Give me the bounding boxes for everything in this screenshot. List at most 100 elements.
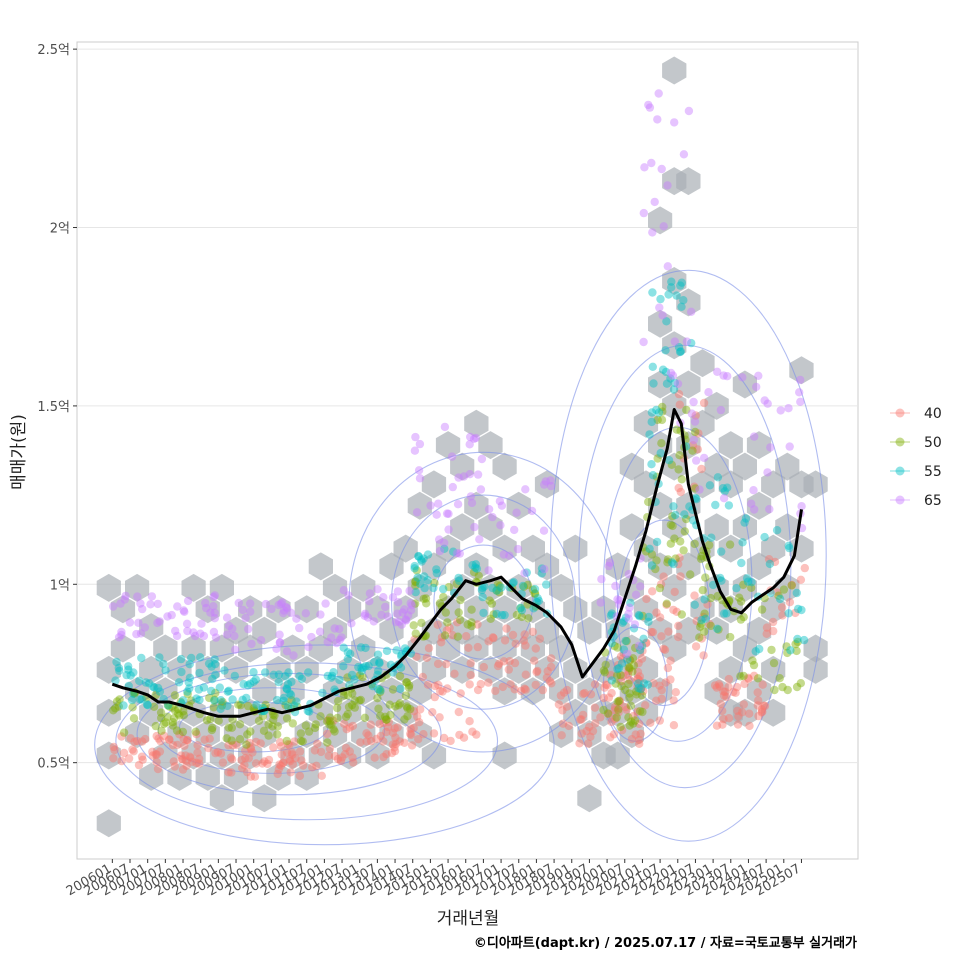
point-55-8-13 xyxy=(747,578,756,587)
point-65-3-21 xyxy=(432,510,441,519)
point-65-6-13 xyxy=(663,262,672,271)
point-40-7-4 xyxy=(664,627,673,636)
point-65-2-24 xyxy=(397,620,406,629)
point-40-1-57 xyxy=(273,769,282,779)
point-50-4-14 xyxy=(530,589,539,598)
density-contour-9 xyxy=(578,344,792,789)
hexbin-33 xyxy=(223,762,249,791)
point-65-1-28 xyxy=(272,644,281,653)
point-65-0-29 xyxy=(153,599,162,609)
point-55-5-8 xyxy=(619,645,629,654)
point-40-9-7 xyxy=(724,674,734,684)
point-65-4-19 xyxy=(541,477,550,486)
point-65-7-29 xyxy=(699,453,709,463)
point-40-4-30 xyxy=(521,685,530,694)
point-65-3-22 xyxy=(415,474,425,483)
point-40-0-54 xyxy=(141,734,150,744)
point-40-6-41 xyxy=(610,706,619,715)
point-40-3-38 xyxy=(446,736,455,746)
point-65-2-13 xyxy=(394,617,404,626)
point-55-4-19 xyxy=(517,606,527,615)
point-65-3-5 xyxy=(415,439,425,449)
point-65-3-7 xyxy=(453,500,463,509)
point-55-0-41 xyxy=(129,668,138,677)
hexbin-111 xyxy=(478,513,503,542)
point-55-1-29 xyxy=(282,685,292,694)
point-65-6-25 xyxy=(684,106,694,116)
point-40-2-33 xyxy=(382,727,391,737)
point-65-0-20 xyxy=(209,602,218,611)
point-50-0-5 xyxy=(172,726,182,735)
point-50-1-33 xyxy=(298,737,307,746)
point-55-8-17 xyxy=(760,532,769,542)
source-caption: ©디아파트(dapt.kr) / 2025.07.17 / 자료=국토교통부 실… xyxy=(474,935,857,951)
point-55-6-34 xyxy=(669,559,678,569)
hexbin-116 xyxy=(492,595,517,624)
point-55-0-43 xyxy=(208,674,217,684)
point-65-3-24 xyxy=(465,470,474,479)
hexbin-88 xyxy=(407,491,432,520)
point-55-1-3 xyxy=(297,674,307,684)
hexbin-101 xyxy=(450,513,475,542)
point-40-0-49 xyxy=(179,734,188,744)
point-55-8-4 xyxy=(742,574,752,583)
point-40-1-47 xyxy=(256,739,265,748)
point-55-8-0 xyxy=(792,588,801,598)
point-40-4-22 xyxy=(520,684,529,693)
point-40-9-38 xyxy=(715,682,724,691)
point-50-6-44 xyxy=(680,527,689,536)
point-65-5-15 xyxy=(634,641,644,651)
point-40-4-5 xyxy=(489,633,498,643)
point-40-5-13 xyxy=(559,688,569,697)
point-40-7-24 xyxy=(655,681,664,690)
point-65-2-18 xyxy=(401,616,411,625)
point-55-3-8 xyxy=(429,583,438,593)
point-40-1-20 xyxy=(224,768,233,777)
point-40-7-8 xyxy=(672,607,681,616)
point-65-0-36 xyxy=(209,627,219,637)
point-40-9-13 xyxy=(716,699,725,708)
point-65-6-12 xyxy=(663,181,672,190)
point-40-8-17 xyxy=(691,642,701,651)
point-65-6-23 xyxy=(682,337,692,346)
point-40-0-50 xyxy=(168,740,178,750)
point-65-1-34 xyxy=(222,630,232,639)
point-50-1-54 xyxy=(259,726,269,735)
point-55-8-20 xyxy=(784,541,793,550)
hexbin-97 xyxy=(435,431,461,460)
point-40-8-1 xyxy=(676,572,685,581)
hexbin-108 xyxy=(478,655,503,684)
point-40-1-5 xyxy=(283,740,293,749)
point-50-3-27 xyxy=(456,595,465,605)
point-50-2-6 xyxy=(406,704,415,714)
point-40-8-23 xyxy=(676,487,685,497)
point-40-9-34 xyxy=(739,700,748,709)
point-55-6-5 xyxy=(667,558,677,567)
point-50-1-10 xyxy=(329,725,338,734)
legend-label-65: 65 xyxy=(924,493,942,509)
point-40-2-48 xyxy=(330,751,340,761)
point-40-10-10 xyxy=(770,557,780,567)
point-40-7-19 xyxy=(648,587,657,596)
point-65-0-22 xyxy=(183,596,193,606)
point-40-0-24 xyxy=(170,762,179,771)
hexbin-94 xyxy=(435,634,461,663)
point-50-6-37 xyxy=(653,454,662,463)
point-55-7-24 xyxy=(717,547,726,556)
point-55-3-9 xyxy=(423,576,432,585)
point-55-1-43 xyxy=(287,677,296,687)
point-50-2-10 xyxy=(395,699,405,708)
hexbin-6 xyxy=(110,595,136,624)
point-50-0-19 xyxy=(115,695,124,704)
point-65-2-12 xyxy=(406,606,416,615)
point-40-9-1 xyxy=(745,709,754,718)
point-55-0-32 xyxy=(204,659,214,668)
point-40-2-40 xyxy=(406,724,415,733)
point-40-1-7 xyxy=(274,765,283,774)
point-40-0-46 xyxy=(138,737,147,746)
point-40-8-8 xyxy=(690,482,699,491)
point-55-5-15 xyxy=(606,611,616,620)
point-55-0-34 xyxy=(153,683,163,693)
point-55-1-18 xyxy=(220,666,229,675)
point-50-5-29 xyxy=(616,670,625,680)
